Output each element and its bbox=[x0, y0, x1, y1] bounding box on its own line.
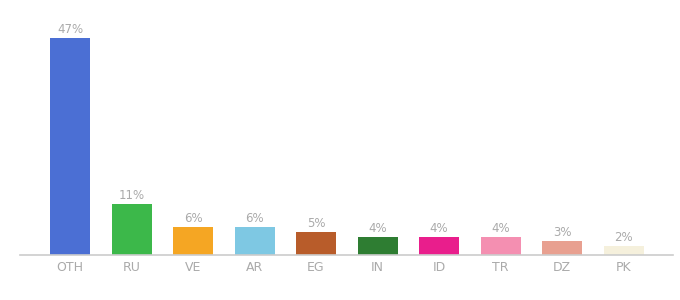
Bar bbox=[50, 38, 90, 255]
Text: 6%: 6% bbox=[184, 212, 203, 226]
Bar bbox=[112, 204, 152, 255]
Text: 2%: 2% bbox=[614, 231, 633, 244]
Bar bbox=[358, 236, 398, 255]
Text: 4%: 4% bbox=[491, 222, 510, 235]
Text: 6%: 6% bbox=[245, 212, 264, 226]
Text: 3%: 3% bbox=[553, 226, 571, 239]
Bar bbox=[173, 227, 213, 255]
Text: 47%: 47% bbox=[57, 23, 83, 36]
Bar bbox=[235, 227, 275, 255]
Text: 4%: 4% bbox=[369, 222, 387, 235]
Text: 4%: 4% bbox=[430, 222, 448, 235]
Bar bbox=[604, 246, 643, 255]
Bar bbox=[419, 236, 459, 255]
Bar bbox=[542, 241, 582, 255]
Bar bbox=[296, 232, 336, 255]
Bar bbox=[481, 236, 520, 255]
Text: 5%: 5% bbox=[307, 217, 325, 230]
Text: 11%: 11% bbox=[118, 189, 145, 203]
